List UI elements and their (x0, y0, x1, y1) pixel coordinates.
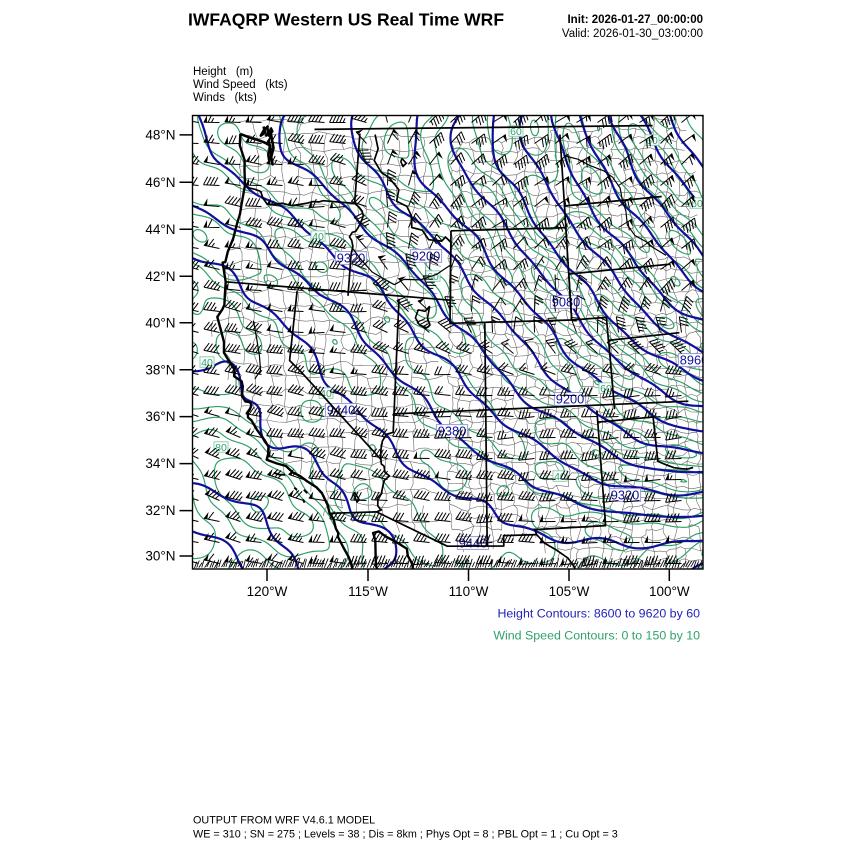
svg-text:40: 40 (554, 471, 566, 483)
svg-text:40°N: 40°N (145, 315, 175, 330)
svg-text:60: 60 (600, 383, 612, 395)
svg-text:42°N: 42°N (145, 269, 175, 284)
svg-text:115°W: 115°W (348, 584, 388, 599)
svg-text:Wind Speed Contours: 0 to 150: Wind Speed Contours: 0 to 150 by 10 (493, 629, 700, 643)
svg-text:OUTPUT FROM WRF V4.6.1 MODEL: OUTPUT FROM WRF V4.6.1 MODEL (193, 815, 375, 827)
svg-text:Winds (kts): Winds (kts) (193, 92, 257, 104)
svg-text:110°W: 110°W (449, 584, 489, 599)
svg-text:48°N: 48°N (145, 128, 175, 143)
svg-text:Valid: 2026-01-30_03:00:00: Valid: 2026-01-30_03:00:00 (562, 28, 703, 40)
svg-text:100°W: 100°W (649, 584, 690, 599)
svg-text:Init: 2026-01-27_00:00:00: Init: 2026-01-27_00:00:00 (567, 14, 703, 26)
svg-text:40: 40 (312, 231, 324, 243)
svg-text:9380: 9380 (438, 424, 466, 439)
svg-text:38°N: 38°N (145, 362, 175, 377)
svg-text:40: 40 (320, 388, 332, 400)
svg-text:32°N: 32°N (145, 503, 175, 518)
svg-text:Height (m): Height (m) (193, 66, 253, 78)
svg-text:IWFAQRP Western US Real Time W: IWFAQRP Western US Real Time WRF (188, 10, 504, 30)
svg-text:WE = 310 ; SN = 275 ; Levels =: WE = 310 ; SN = 275 ; Levels = 38 ; Dis … (193, 829, 618, 841)
svg-text:Wind Speed (kts): Wind Speed (kts) (193, 79, 288, 91)
svg-text:40: 40 (201, 357, 213, 369)
svg-text:9200: 9200 (412, 249, 440, 264)
svg-text:9080: 9080 (552, 295, 580, 310)
svg-text:105°W: 105°W (549, 584, 590, 599)
svg-text:60: 60 (691, 198, 703, 210)
svg-text:30°N: 30°N (145, 549, 175, 564)
svg-text:60: 60 (510, 126, 522, 138)
svg-text:9200: 9200 (556, 392, 584, 407)
svg-text:60: 60 (427, 271, 439, 283)
svg-text:60: 60 (646, 135, 658, 147)
svg-text:34°N: 34°N (145, 456, 175, 471)
svg-text:8960: 8960 (680, 353, 708, 368)
svg-text:46°N: 46°N (145, 175, 175, 190)
svg-text:120°W: 120°W (247, 584, 288, 599)
svg-text:9320: 9320 (611, 488, 639, 503)
svg-text:80: 80 (215, 442, 227, 454)
svg-text:Height Contours: 8600 to 9620: Height Contours: 8600 to 9620 by 60 (497, 607, 700, 621)
svg-text:44°N: 44°N (145, 222, 175, 237)
svg-text:36°N: 36°N (145, 409, 175, 424)
